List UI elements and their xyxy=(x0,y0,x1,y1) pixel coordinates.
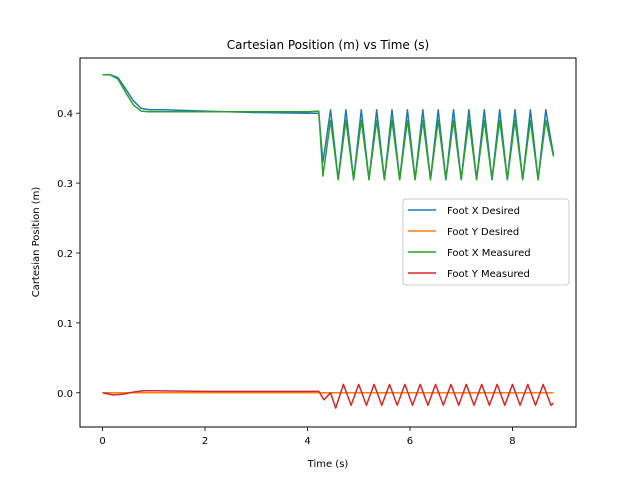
plot-frame xyxy=(79,57,577,428)
x-tick-label: 8 xyxy=(509,436,515,447)
legend-label: Foot Y Measured xyxy=(447,269,530,280)
x-tick-label: 4 xyxy=(304,436,310,447)
x-tick-label: 6 xyxy=(407,436,413,447)
series-line-3 xyxy=(102,74,555,181)
x-tick-label: 2 xyxy=(202,436,208,447)
legend-label: Foot Y Desired xyxy=(447,227,519,238)
legend-label: Foot X Desired xyxy=(447,206,520,217)
plot-area xyxy=(102,74,555,409)
legend-label: Foot X Measured xyxy=(447,248,531,259)
y-tick-label: 0.1 xyxy=(57,319,73,330)
y-axis: 0.0 0.1 0.2 0.3 0.4 xyxy=(57,109,80,400)
series-line-1 xyxy=(102,74,555,181)
y-tick-label: 0.0 xyxy=(57,389,73,400)
y-tick-label: 0.2 xyxy=(57,249,73,260)
x-tick-label: 0 xyxy=(99,436,105,447)
y-tick-label: 0.3 xyxy=(57,179,73,190)
y-axis-label: Cartesian Position (m) xyxy=(31,187,42,298)
legend: Foot X Desired Foot Y Desired Foot X Measu… xyxy=(402,198,570,286)
x-axis: 0 2 4 6 8 xyxy=(99,427,516,447)
series-line-4 xyxy=(102,383,554,409)
chart-title: Cartesian Position (m) vs Time (s) xyxy=(227,38,429,52)
legend-box xyxy=(402,198,570,286)
y-tick-label: 0.4 xyxy=(57,109,73,120)
x-axis-label: Time (s) xyxy=(307,459,349,470)
